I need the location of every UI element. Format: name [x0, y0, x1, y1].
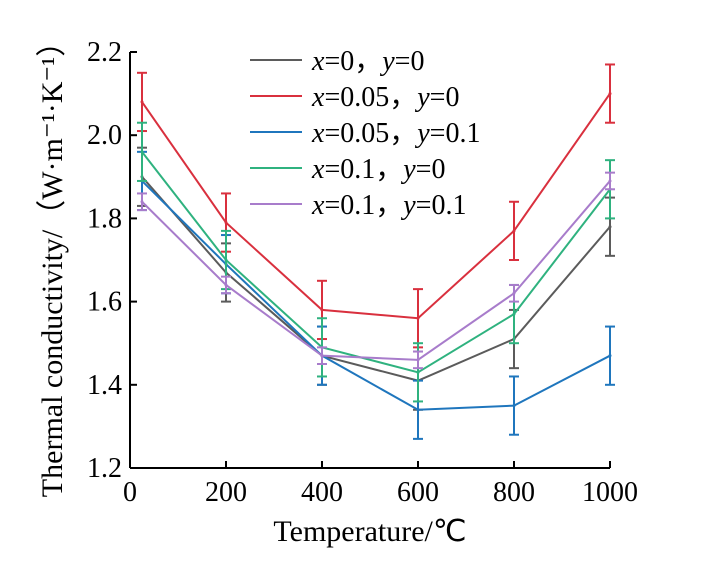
data-point	[140, 150, 144, 154]
series-line	[141, 151, 611, 374]
x-axis-label: Temperature/℃	[273, 515, 466, 548]
series-line	[141, 180, 611, 361]
x-tick-label: 0	[123, 477, 137, 508]
series-5	[137, 171, 615, 370]
series-line	[141, 180, 611, 411]
data-point	[608, 179, 612, 183]
legend-label: x=0.1，y=0	[311, 154, 445, 185]
data-point	[416, 316, 420, 320]
y-tick-label: 1.2	[87, 453, 122, 484]
data-point	[512, 312, 516, 316]
legend: x=0，y=0 x=0.05，y=0 x=0.05，y=0.1 x=0.1，y=0 x=…	[250, 46, 480, 221]
data-point	[416, 358, 420, 362]
y-tick-label: 2.0	[87, 120, 122, 151]
data-point	[140, 100, 144, 104]
x-tick-label: 600	[397, 477, 439, 508]
series-line	[141, 176, 611, 382]
data-point	[416, 408, 420, 412]
y-tick-label: 2.2	[87, 37, 122, 68]
y-tick-label: 1.4	[87, 370, 122, 401]
data-point	[224, 221, 228, 225]
series-line	[141, 93, 611, 320]
legend-label: x=0.05，y=0	[311, 82, 459, 113]
data-point	[608, 92, 612, 96]
data-point	[512, 229, 516, 233]
data-point	[512, 404, 516, 408]
legend-label: x=0，y=0	[311, 46, 424, 77]
data-point	[608, 225, 612, 229]
y-axis-label: Thermal conductivity/（W·m⁻¹·K⁻¹）	[36, 27, 69, 497]
x-tick-label: 400	[301, 477, 343, 508]
x-tick-label: 200	[205, 477, 247, 508]
legend-label: x=0.1，y=0.1	[311, 190, 466, 221]
series-1	[137, 146, 615, 411]
legend-label: x=0.05，y=0.1	[311, 118, 480, 149]
data-point	[512, 291, 516, 295]
y-tick-label: 1.6	[87, 287, 122, 318]
series-layer	[137, 63, 615, 440]
x-tick-label: 1000	[582, 477, 638, 508]
data-point	[320, 308, 324, 312]
data-point	[416, 370, 420, 374]
y-tick-label: 1.8	[87, 203, 122, 234]
data-point	[320, 354, 324, 358]
data-point	[140, 200, 144, 204]
axes: 0 200 400 600 800 1000 1.2 1.4 1.6 1.8 2.0 2.2	[87, 37, 638, 508]
x-tick-label: 800	[493, 477, 535, 508]
data-point	[224, 258, 228, 262]
data-point	[224, 283, 228, 287]
data-point	[608, 354, 612, 358]
